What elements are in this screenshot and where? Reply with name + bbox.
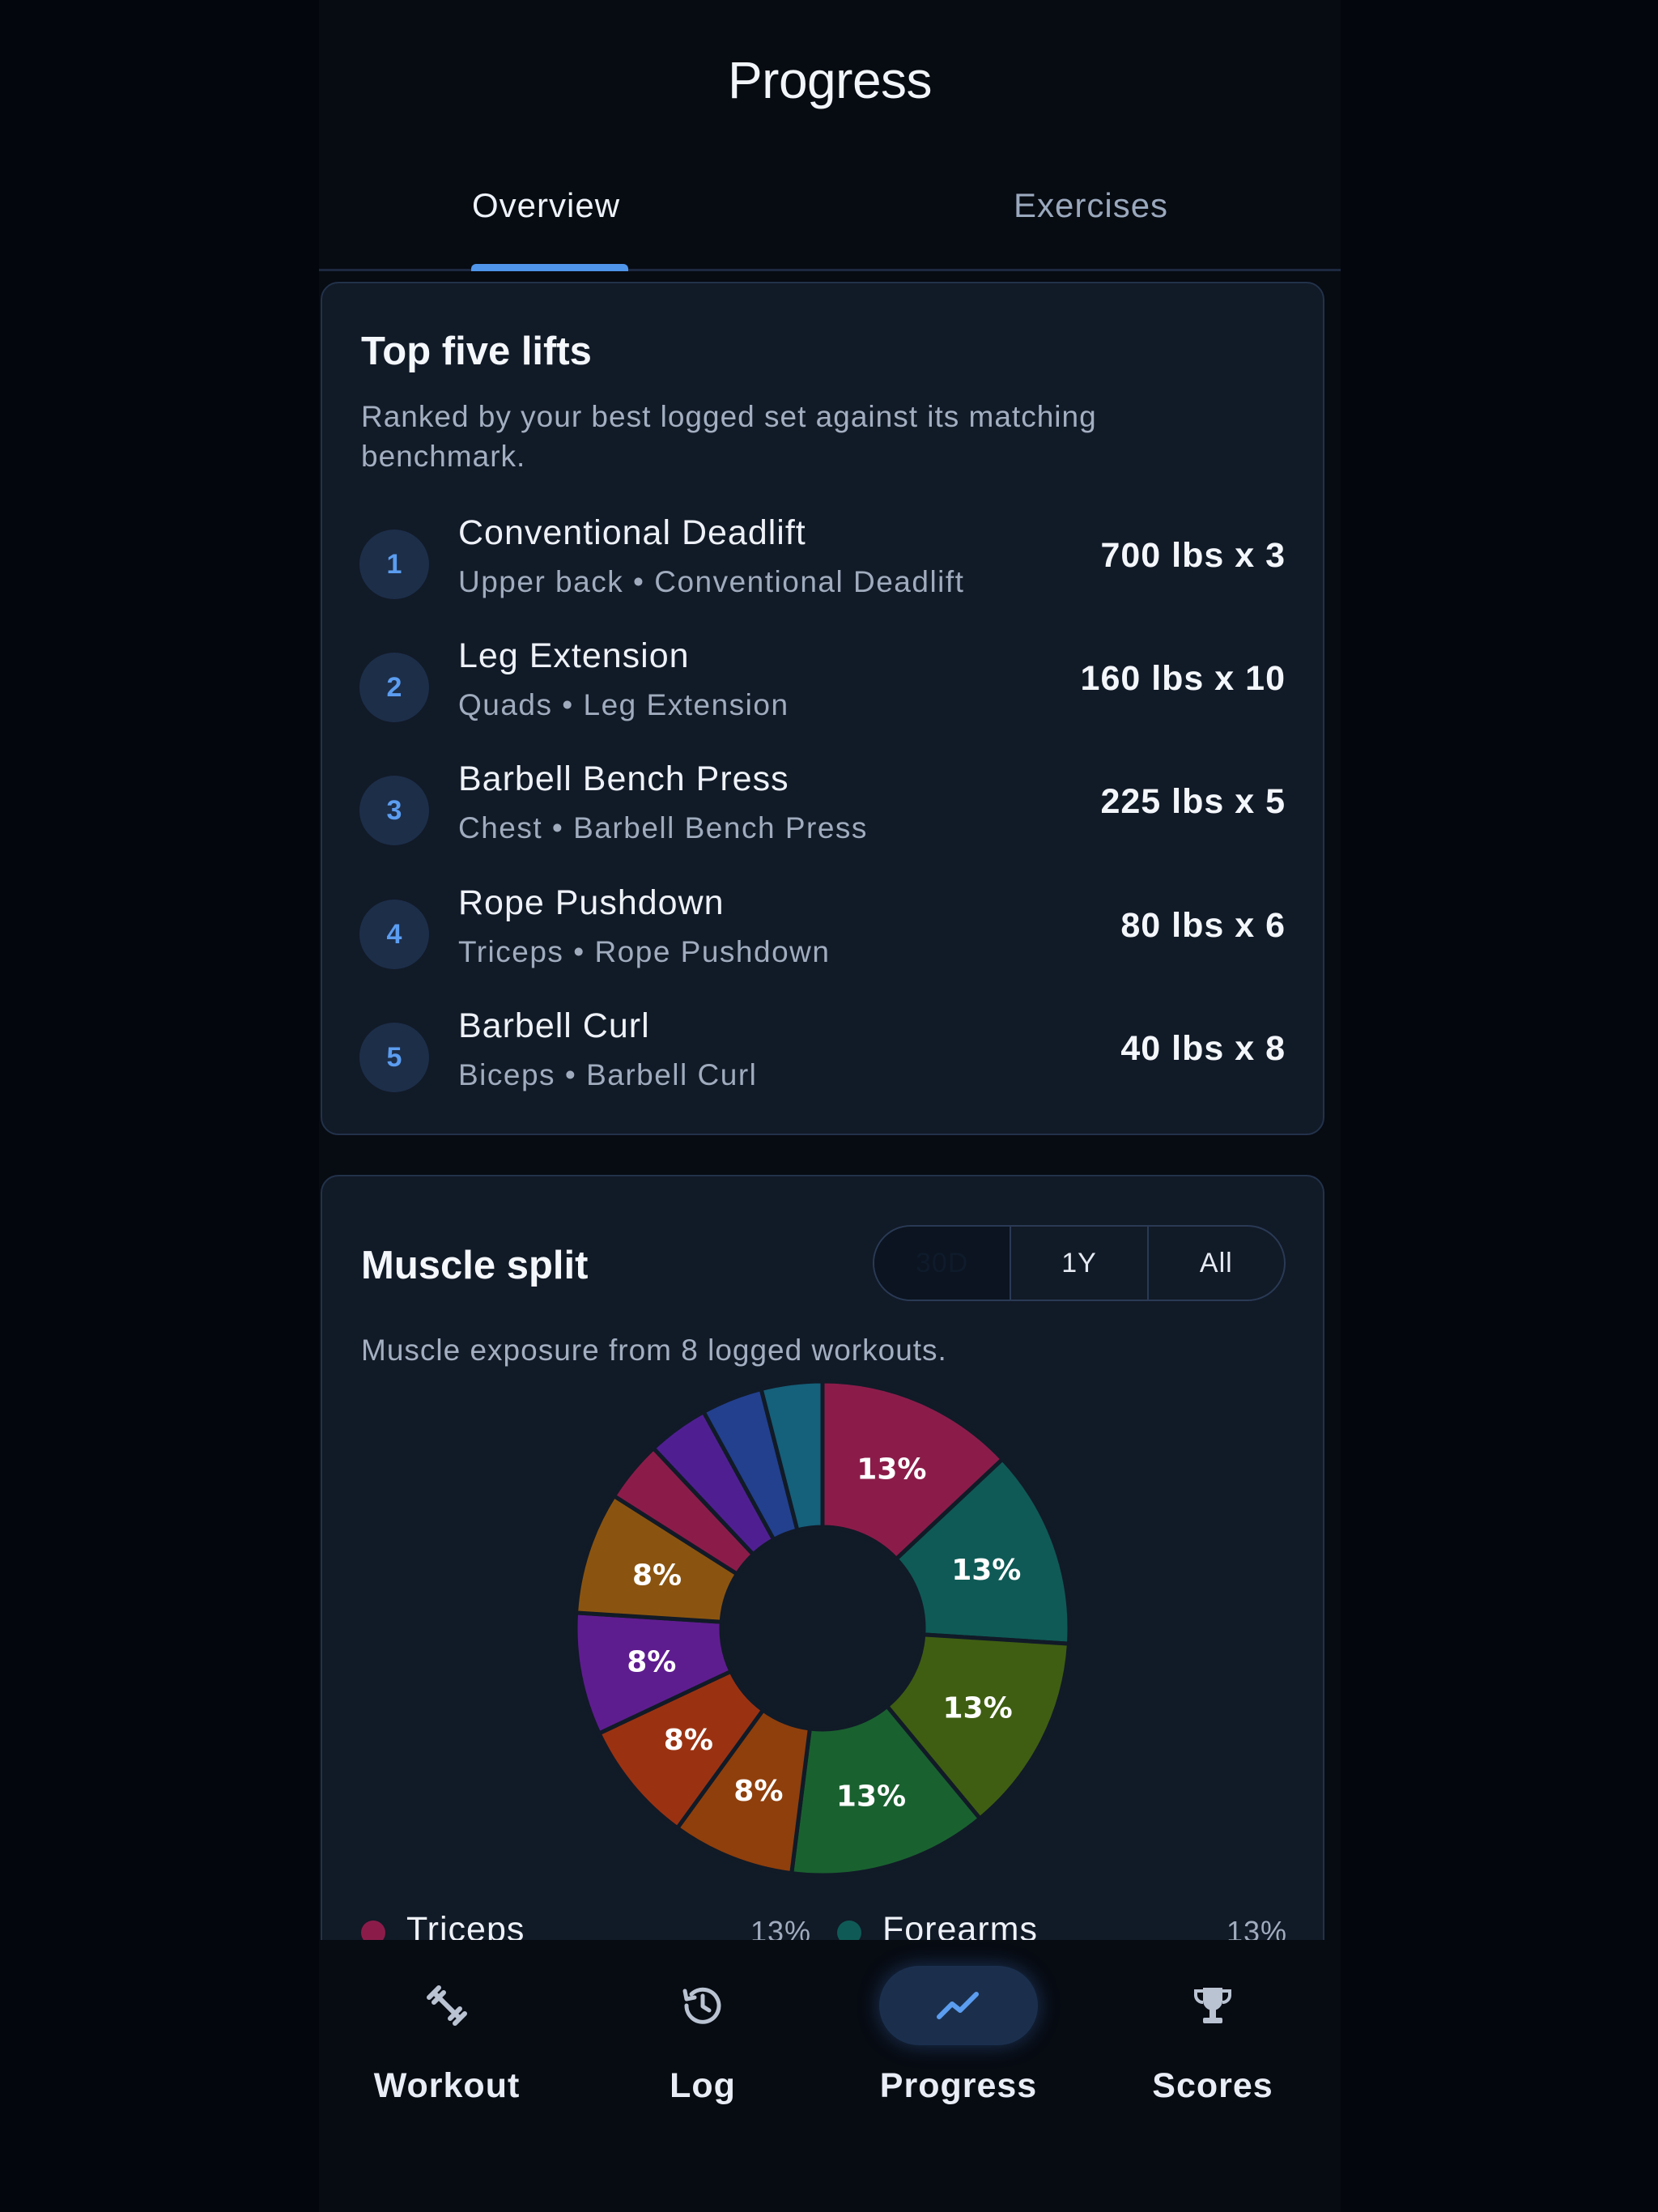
- nav-log[interactable]: Log: [575, 1966, 831, 2128]
- rank-badge: 3: [359, 776, 429, 845]
- nav-icon-container: [879, 1966, 1038, 2045]
- lift-best-set: 40 lbs x 8: [1120, 1029, 1286, 1068]
- muscle-split-subtitle: Muscle exposure from 8 logged workouts.: [361, 1334, 947, 1367]
- donut-slice-label: 8%: [664, 1724, 713, 1757]
- top-lifts-card: Top five lifts Ranked by your best logge…: [321, 282, 1324, 1135]
- rank-badge: 1: [359, 530, 429, 599]
- lift-name: Leg Extension: [458, 636, 690, 675]
- range-1y-button[interactable]: 1Y: [1010, 1227, 1146, 1300]
- range-30d-button[interactable]: 30D: [874, 1227, 1010, 1300]
- nav-icon-container: [368, 1966, 526, 2045]
- muscle-split-title: Muscle split: [361, 1244, 589, 1287]
- tab-overview[interactable]: Overview: [472, 186, 621, 224]
- muscle-split-card: Muscle split 30D 1Y All Muscle exposure …: [321, 1175, 1324, 1993]
- muscle-split-donut-chart: 13% 13% 13% 13% 8% 8% 8% 8%: [573, 1379, 1072, 1878]
- tab-bar: Overview Exercises: [319, 162, 1341, 271]
- page-title: Progress: [727, 51, 933, 109]
- nav-workout[interactable]: Workout: [319, 1966, 575, 2128]
- trophy-icon: [1194, 1988, 1231, 2023]
- donut-slice: [893, 1456, 1072, 1646]
- lift-row[interactable]: 4 Rope Pushdown Triceps • Rope Pushdown …: [359, 883, 1286, 981]
- rank-badge: 4: [359, 900, 429, 969]
- active-tab-indicator: [471, 264, 628, 271]
- lift-best-set: 225 lbs x 5: [1100, 782, 1286, 821]
- lift-name: Barbell Bench Press: [458, 759, 789, 798]
- donut-slice-label: 8%: [627, 1645, 676, 1678]
- donut-slice-label: 8%: [733, 1775, 783, 1808]
- top-lifts-subtitle-line2: benchmark.: [361, 440, 526, 473]
- donut-slice-label: 13%: [836, 1780, 906, 1813]
- nav-label: Workout: [373, 2066, 521, 2105]
- lift-best-set: 160 lbs x 10: [1080, 659, 1286, 698]
- donut-slice-label: 13%: [951, 1554, 1021, 1587]
- donut-slice: [789, 1703, 983, 1878]
- donut-slice: [820, 1379, 1005, 1562]
- rank-badge: 5: [359, 1023, 429, 1092]
- range-all-button[interactable]: All: [1146, 1227, 1284, 1300]
- nav-label: Scores: [1152, 2066, 1273, 2105]
- top-lifts-title: Top five lifts: [361, 330, 592, 373]
- lift-name: Barbell Curl: [458, 1006, 650, 1045]
- lift-row[interactable]: 3 Barbell Bench Press Chest • Barbell Be…: [359, 759, 1286, 857]
- donut-slice-label: 8%: [632, 1559, 682, 1593]
- range-selector: 30D 1Y All: [873, 1225, 1286, 1301]
- lift-row[interactable]: 5 Barbell Curl Biceps • Barbell Curl 40 …: [359, 1006, 1286, 1104]
- lift-name: Conventional Deadlift: [458, 513, 806, 552]
- top-lifts-subtitle-line1: Ranked by your best logged set against i…: [361, 400, 1097, 433]
- lift-meta: Biceps • Barbell Curl: [458, 1058, 758, 1091]
- rank-badge: 2: [359, 653, 429, 722]
- lift-best-set: 80 lbs x 6: [1120, 906, 1286, 945]
- donut-slice-label: 13%: [942, 1692, 1012, 1725]
- lift-meta: Chest • Barbell Bench Press: [458, 811, 868, 844]
- donut-slice-label: 13%: [857, 1453, 926, 1487]
- app-screen: Progress Overview Exercises Top five lif…: [319, 0, 1341, 2212]
- donut-slice: [759, 1379, 825, 1533]
- nav-icon-container: [1133, 1966, 1292, 2045]
- donut-slice: [884, 1632, 1072, 1822]
- lift-name: Rope Pushdown: [458, 883, 725, 922]
- bottom-nav: Workout Log Progress: [319, 1940, 1341, 2212]
- dumbbell-icon: [427, 1985, 467, 2026]
- history-icon: [682, 1987, 721, 2024]
- nav-scores[interactable]: Scores: [1085, 1966, 1341, 2128]
- nav-label: Log: [670, 2066, 736, 2105]
- tab-exercises[interactable]: Exercises: [1014, 186, 1169, 224]
- lift-row[interactable]: 2 Leg Extension Quads • Leg Extension 16…: [359, 636, 1286, 734]
- nav-icon-container: [623, 1966, 782, 2045]
- lift-row[interactable]: 1 Conventional Deadlift Upper back • Con…: [359, 513, 1286, 610]
- lift-meta: Upper back • Conventional Deadlift: [458, 565, 965, 598]
- nav-progress[interactable]: Progress: [831, 1966, 1086, 2128]
- lift-meta: Triceps • Rope Pushdown: [458, 935, 831, 968]
- lift-meta: Quads • Leg Extension: [458, 688, 789, 721]
- lift-best-set: 700 lbs x 3: [1100, 536, 1286, 575]
- trend-icon: [937, 1992, 979, 2019]
- nav-label: Progress: [879, 2066, 1038, 2105]
